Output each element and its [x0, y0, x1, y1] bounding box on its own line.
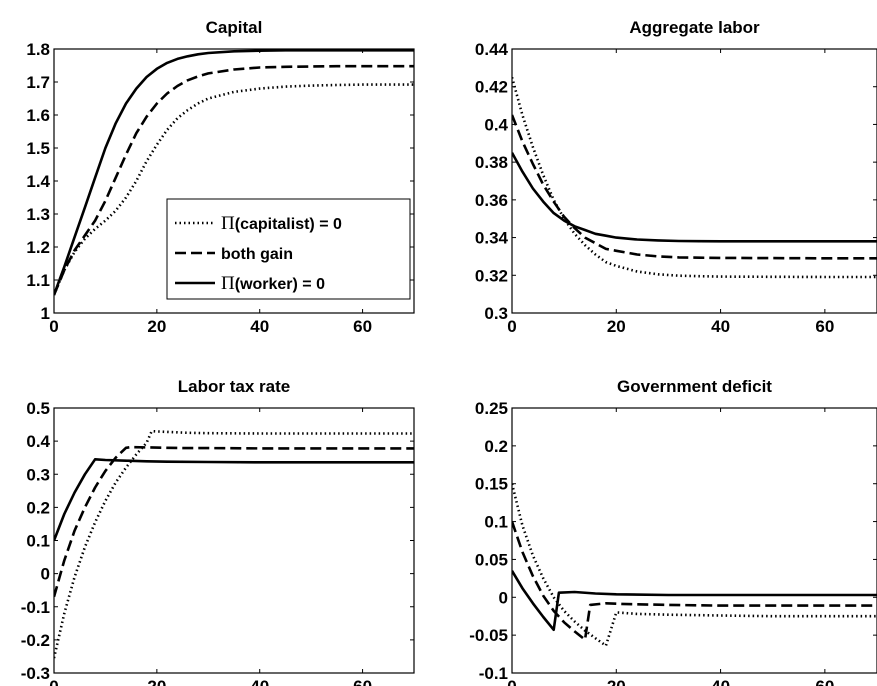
y-tick-label: 0.2 — [26, 498, 50, 517]
x-tick-label: 40 — [250, 317, 269, 336]
y-tick-label: 0.44 — [475, 40, 509, 59]
chart-title: Aggregate labor — [629, 18, 760, 37]
plot-frame — [511, 48, 877, 314]
x-tick-label: 40 — [711, 677, 730, 686]
y-tick-label: 0.3 — [26, 465, 50, 484]
y-tick-label: 0.15 — [475, 475, 508, 494]
y-tick-label: 0.5 — [26, 399, 50, 418]
x-tick-label: 40 — [250, 677, 269, 686]
chart-title: Labor tax rate — [178, 377, 290, 396]
y-tick-label: 0.3 — [484, 304, 508, 323]
x-tick-label: 20 — [147, 677, 166, 686]
series-line-solid — [512, 152, 877, 243]
y-tick-label: 1 — [41, 304, 50, 323]
legend-pi-symbol: Π — [221, 273, 235, 294]
series-line-dotted — [512, 483, 877, 648]
y-tick-label: 0 — [41, 565, 50, 584]
legend-label: (capitalist) = 0 — [235, 216, 342, 233]
x-tick-label: 20 — [147, 317, 166, 336]
y-tick-label: 0.4 — [484, 115, 508, 134]
chart-title: Government deficit — [617, 377, 772, 396]
x-tick-label: 60 — [815, 317, 834, 336]
y-tick-label: 0.36 — [475, 191, 508, 210]
x-tick-label: 40 — [711, 317, 730, 336]
y-tick-label: 1.4 — [26, 172, 50, 191]
legend-label: both gain — [221, 246, 293, 263]
y-tick-label: -0.1 — [479, 664, 508, 683]
y-tick-label: 1.1 — [26, 271, 50, 290]
y-tick-label: -0.1 — [21, 598, 50, 617]
y-tick-label: 1.3 — [26, 205, 50, 224]
subplot-4: Government deficit 0 20 40 60 -0.1 -0.05 0 0.05 0… — [469, 377, 877, 686]
subplot-1: Capital 0 20 40 60 1 1.1 1.2 1.3 1.4 1.5 1.6 1.7 1.8 Π… — [26, 18, 415, 336]
y-tick-label: 1.5 — [26, 139, 50, 158]
y-tick-label: 0.2 — [484, 437, 508, 456]
legend-label: (worker) = 0 — [235, 276, 325, 293]
x-tick-label: 60 — [353, 317, 372, 336]
legend-entry: Π(worker) = 0 — [221, 273, 325, 294]
y-tick-label: 1.6 — [26, 106, 50, 125]
series-line-solid — [54, 457, 414, 541]
y-tick-label: 1.7 — [26, 73, 50, 92]
y-tick-label: 0.38 — [475, 153, 508, 172]
subplot-2: Aggregate labor 0 20 40 60 0.3 0.32 0.34 0.36 0.3… — [475, 18, 877, 336]
series-line-dashed — [54, 64, 414, 296]
x-tick-label: 20 — [607, 677, 626, 686]
y-tick-label: 0.42 — [475, 78, 508, 97]
chart-title: Capital — [206, 18, 263, 37]
x-tick-label: 0 — [49, 677, 58, 686]
subplot-3: Labor tax rate 0 20 40 60 -0.3 -0.2 -0.1 0 0.1 0.2… — [21, 377, 415, 686]
y-tick-label: 0.05 — [475, 550, 508, 569]
legend-entry: both gain — [221, 246, 293, 263]
x-tick-label: 0 — [507, 677, 516, 686]
series-line-dashed — [54, 445, 414, 598]
x-tick-label: 60 — [353, 677, 372, 686]
series-line-dashed — [512, 114, 877, 260]
series-line-dotted — [54, 429, 414, 659]
x-tick-label: 0 — [507, 317, 516, 336]
y-tick-label: -0.3 — [21, 664, 50, 683]
y-tick-label: 0.32 — [475, 266, 508, 285]
x-tick-label: 20 — [607, 317, 626, 336]
y-tick-label: 1.8 — [26, 40, 50, 59]
y-tick-label: -0.2 — [21, 631, 50, 650]
series-line-solid — [512, 570, 877, 632]
y-tick-label: 1.2 — [26, 238, 50, 257]
y-tick-label: -0.05 — [469, 626, 508, 645]
legend-pi-symbol: Π — [221, 213, 235, 234]
series-line-dashed — [512, 521, 877, 642]
y-tick-label: 0.25 — [475, 399, 508, 418]
x-tick-label: 0 — [49, 317, 58, 336]
y-tick-label: 0 — [499, 588, 508, 607]
y-tick-label: 0.4 — [26, 432, 50, 451]
y-tick-label: 0.1 — [484, 513, 508, 532]
series-line-solid — [54, 49, 414, 296]
y-tick-label: 0.1 — [26, 532, 50, 551]
series-line-dotted — [512, 76, 877, 279]
y-tick-label: 0.34 — [475, 229, 509, 248]
x-tick-label: 60 — [815, 677, 834, 686]
legend-entry: Π(capitalist) = 0 — [221, 213, 342, 234]
plot-frame — [511, 407, 877, 674]
